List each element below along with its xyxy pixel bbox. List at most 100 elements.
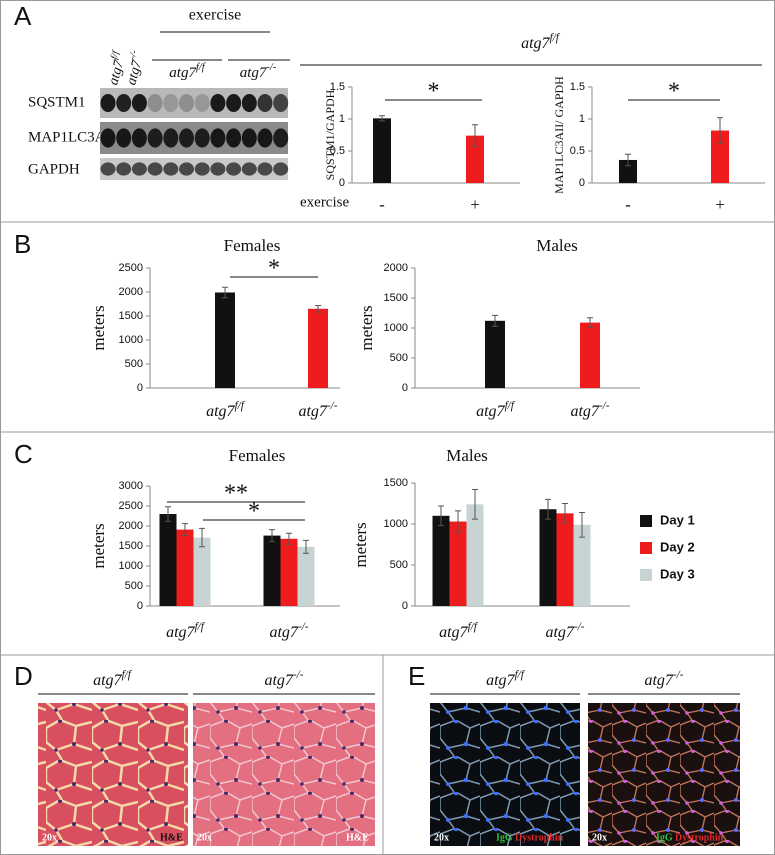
blot-band xyxy=(241,94,257,112)
y-tick-label: 0.5 xyxy=(570,145,585,157)
x-tick-label: + xyxy=(715,195,725,214)
group-label: atg7-/- xyxy=(240,62,277,81)
blot-band xyxy=(210,94,226,112)
y-tick-label: 1000 xyxy=(119,334,143,346)
legend-label: Day 2 xyxy=(660,539,695,554)
error-bar xyxy=(315,304,321,313)
blot-band xyxy=(179,94,194,112)
bar xyxy=(215,292,235,388)
bar xyxy=(373,118,391,183)
error-bar xyxy=(472,489,478,520)
blot-band xyxy=(257,128,273,148)
blot-row-label: GAPDH xyxy=(28,161,80,177)
blot-band xyxy=(100,128,116,148)
x-axis-label: exercise xyxy=(300,194,349,210)
y-tick-label: 1000 xyxy=(119,560,143,572)
blot-band xyxy=(147,94,163,112)
y-axis-label: meters xyxy=(351,522,370,567)
x-tick-label: atg7-/- xyxy=(298,400,337,420)
blot-band xyxy=(100,94,116,112)
stain-label: IgG xyxy=(656,832,673,843)
y-tick-label: 1500 xyxy=(384,477,408,489)
blot-band xyxy=(273,128,289,148)
y-axis-label: meters xyxy=(89,305,108,350)
y-tick-label: 3000 xyxy=(119,480,143,492)
bar xyxy=(159,514,177,606)
blot-band xyxy=(194,162,210,176)
bar xyxy=(297,546,315,606)
panel-label: A xyxy=(14,1,32,31)
blot-band xyxy=(131,128,147,148)
x-tick-label: atg7f/f xyxy=(439,621,479,641)
y-tick-label: 2500 xyxy=(119,262,143,274)
significance-label: ** xyxy=(224,481,248,507)
y-axis-label: SQSTM1/GAPDH xyxy=(323,89,337,180)
significance-label: * xyxy=(668,79,680,105)
chart-title: Males xyxy=(446,446,488,465)
bar xyxy=(466,135,484,183)
y-tick-label: 1 xyxy=(339,113,345,125)
y-tick-label: 0 xyxy=(137,382,143,394)
magnification: 20x xyxy=(197,832,212,843)
y-tick-label: 0 xyxy=(137,600,143,612)
blot-band xyxy=(131,162,147,176)
y-tick-label: 500 xyxy=(125,580,143,592)
error-bar xyxy=(579,512,585,538)
lane-label: atg7f/f xyxy=(103,49,130,87)
x-tick-label: atg7-/- xyxy=(570,400,609,420)
blot-band xyxy=(241,162,257,176)
blots xyxy=(100,88,289,180)
lane-label: atg7-/- xyxy=(121,49,148,87)
chart-title: Males xyxy=(536,236,578,255)
fluorescence-image xyxy=(430,703,580,846)
y-axis-label: MAP1LC3AII/ GAPDH xyxy=(552,76,566,194)
error-bar xyxy=(562,503,568,524)
bar xyxy=(308,308,328,388)
group-label: atg7f/f xyxy=(169,62,207,81)
error-bar xyxy=(222,286,228,299)
legend-swatch xyxy=(640,542,652,554)
blot-band xyxy=(116,128,132,148)
y-tick-label: 0.5 xyxy=(330,145,345,157)
blot-band xyxy=(226,128,242,148)
x-tick-label: atg7f/f xyxy=(166,621,206,641)
y-tick-label: 500 xyxy=(390,352,408,364)
y-tick-label: 1500 xyxy=(119,310,143,322)
blot-band xyxy=(194,94,210,112)
bar xyxy=(619,159,637,183)
bar xyxy=(485,320,505,388)
y-tick-label: 1.5 xyxy=(330,81,345,93)
bar xyxy=(193,537,211,606)
bar xyxy=(449,521,467,606)
group-label: atg7-/- xyxy=(644,669,683,689)
bar xyxy=(466,504,484,606)
blot-band xyxy=(116,162,132,176)
error-bar xyxy=(492,314,498,327)
bar xyxy=(580,322,600,388)
histology-image xyxy=(193,703,375,846)
blot-band xyxy=(116,94,132,112)
treatment-label: exercise xyxy=(189,7,241,24)
histology-image xyxy=(38,703,188,846)
panel-label: D xyxy=(14,661,33,691)
y-tick-label: 500 xyxy=(125,358,143,370)
bar xyxy=(539,509,557,606)
y-tick-label: 500 xyxy=(390,559,408,571)
blot-band xyxy=(226,162,242,176)
x-tick-label: atg7f/f xyxy=(206,400,246,420)
x-tick-label: - xyxy=(379,195,385,214)
chart-title: Females xyxy=(229,446,286,465)
blot-band xyxy=(131,94,147,112)
magnification: 20x xyxy=(434,832,449,843)
group-label: atg7f/f xyxy=(486,669,526,689)
error-bar xyxy=(269,529,275,543)
error-bar xyxy=(286,532,292,545)
chart-title: Females xyxy=(224,236,281,255)
blot-band xyxy=(163,94,179,112)
legend-swatch xyxy=(640,515,652,527)
blot-band xyxy=(163,128,179,148)
error-bar xyxy=(545,498,551,520)
bar xyxy=(432,515,450,606)
blot-band xyxy=(226,94,242,112)
